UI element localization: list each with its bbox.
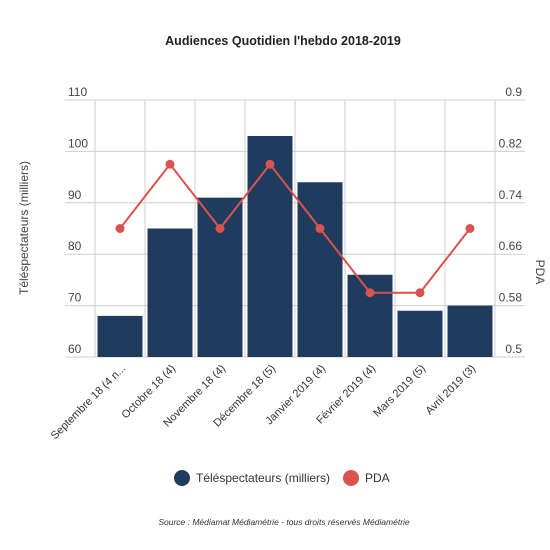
y-axis-right-label: PDA bbox=[533, 260, 547, 285]
chart-title: Audiences Quotidien l'hebdo 2018-2019 bbox=[165, 34, 401, 48]
legend-marker-line bbox=[343, 470, 359, 486]
bar[interactable] bbox=[197, 197, 243, 357]
legend-label-line[interactable]: PDA bbox=[365, 471, 390, 485]
line-point[interactable] bbox=[215, 224, 225, 233]
y-axis-right-ticks: 0.5 0.58 0.66 0.74 0.82 0.9 bbox=[499, 85, 523, 356]
y2-tick-label: 0.82 bbox=[499, 136, 523, 150]
line-point[interactable] bbox=[165, 159, 175, 169]
bar[interactable] bbox=[397, 310, 443, 357]
x-axis-ticks: Septembre 18 (4 n...Octobre 18 (4)Novemb… bbox=[49, 363, 478, 442]
y-tick-label: 80 bbox=[68, 239, 82, 253]
bar[interactable] bbox=[147, 228, 193, 358]
y2-tick-label: 0.58 bbox=[499, 291, 523, 305]
line-point[interactable] bbox=[465, 224, 475, 233]
legend-marker-bars bbox=[174, 470, 190, 486]
y2-tick-label: 0.5 bbox=[505, 342, 522, 356]
line-point[interactable] bbox=[115, 224, 125, 233]
x-tick-label: Mars 2019 (5) bbox=[371, 363, 428, 420]
y-axis-left-label: Téléspectateurs (milliers) bbox=[17, 161, 31, 295]
y-tick-label: 90 bbox=[68, 188, 82, 202]
bar[interactable] bbox=[347, 274, 393, 357]
line-point[interactable] bbox=[415, 288, 425, 298]
bar[interactable] bbox=[297, 182, 343, 357]
y-tick-label: 70 bbox=[68, 291, 82, 305]
bar[interactable] bbox=[447, 305, 493, 357]
y-tick-label: 110 bbox=[68, 85, 87, 99]
line-point[interactable] bbox=[265, 159, 275, 169]
source-note: Source : Médiamat Médiamétrie - tous dro… bbox=[158, 517, 410, 527]
line-path bbox=[119, 162, 471, 294]
bar[interactable] bbox=[247, 135, 293, 357]
legend-label-bars[interactable]: Téléspectateurs (milliers) bbox=[196, 471, 330, 485]
bar[interactable] bbox=[97, 315, 143, 357]
y2-tick-label: 0.66 bbox=[499, 239, 523, 253]
y-axis-left-ticks: 60 70 80 90 100 110 bbox=[68, 85, 88, 356]
y2-tick-label: 0.74 bbox=[499, 188, 523, 202]
x-tick-label: Septembre 18 (4 n... bbox=[49, 363, 128, 442]
bars bbox=[97, 135, 493, 358]
line-point[interactable] bbox=[315, 224, 325, 233]
x-tick-label: Avril 2019 (3) bbox=[424, 363, 479, 418]
y2-tick-label: 0.9 bbox=[505, 85, 522, 99]
legend: Téléspectateurs (milliers) PDA bbox=[174, 470, 390, 486]
y-tick-label: 60 bbox=[68, 342, 82, 356]
line-point[interactable] bbox=[365, 288, 375, 298]
y-tick-label: 100 bbox=[68, 136, 88, 150]
pda-line bbox=[115, 159, 475, 298]
grid bbox=[65, 99, 525, 358]
